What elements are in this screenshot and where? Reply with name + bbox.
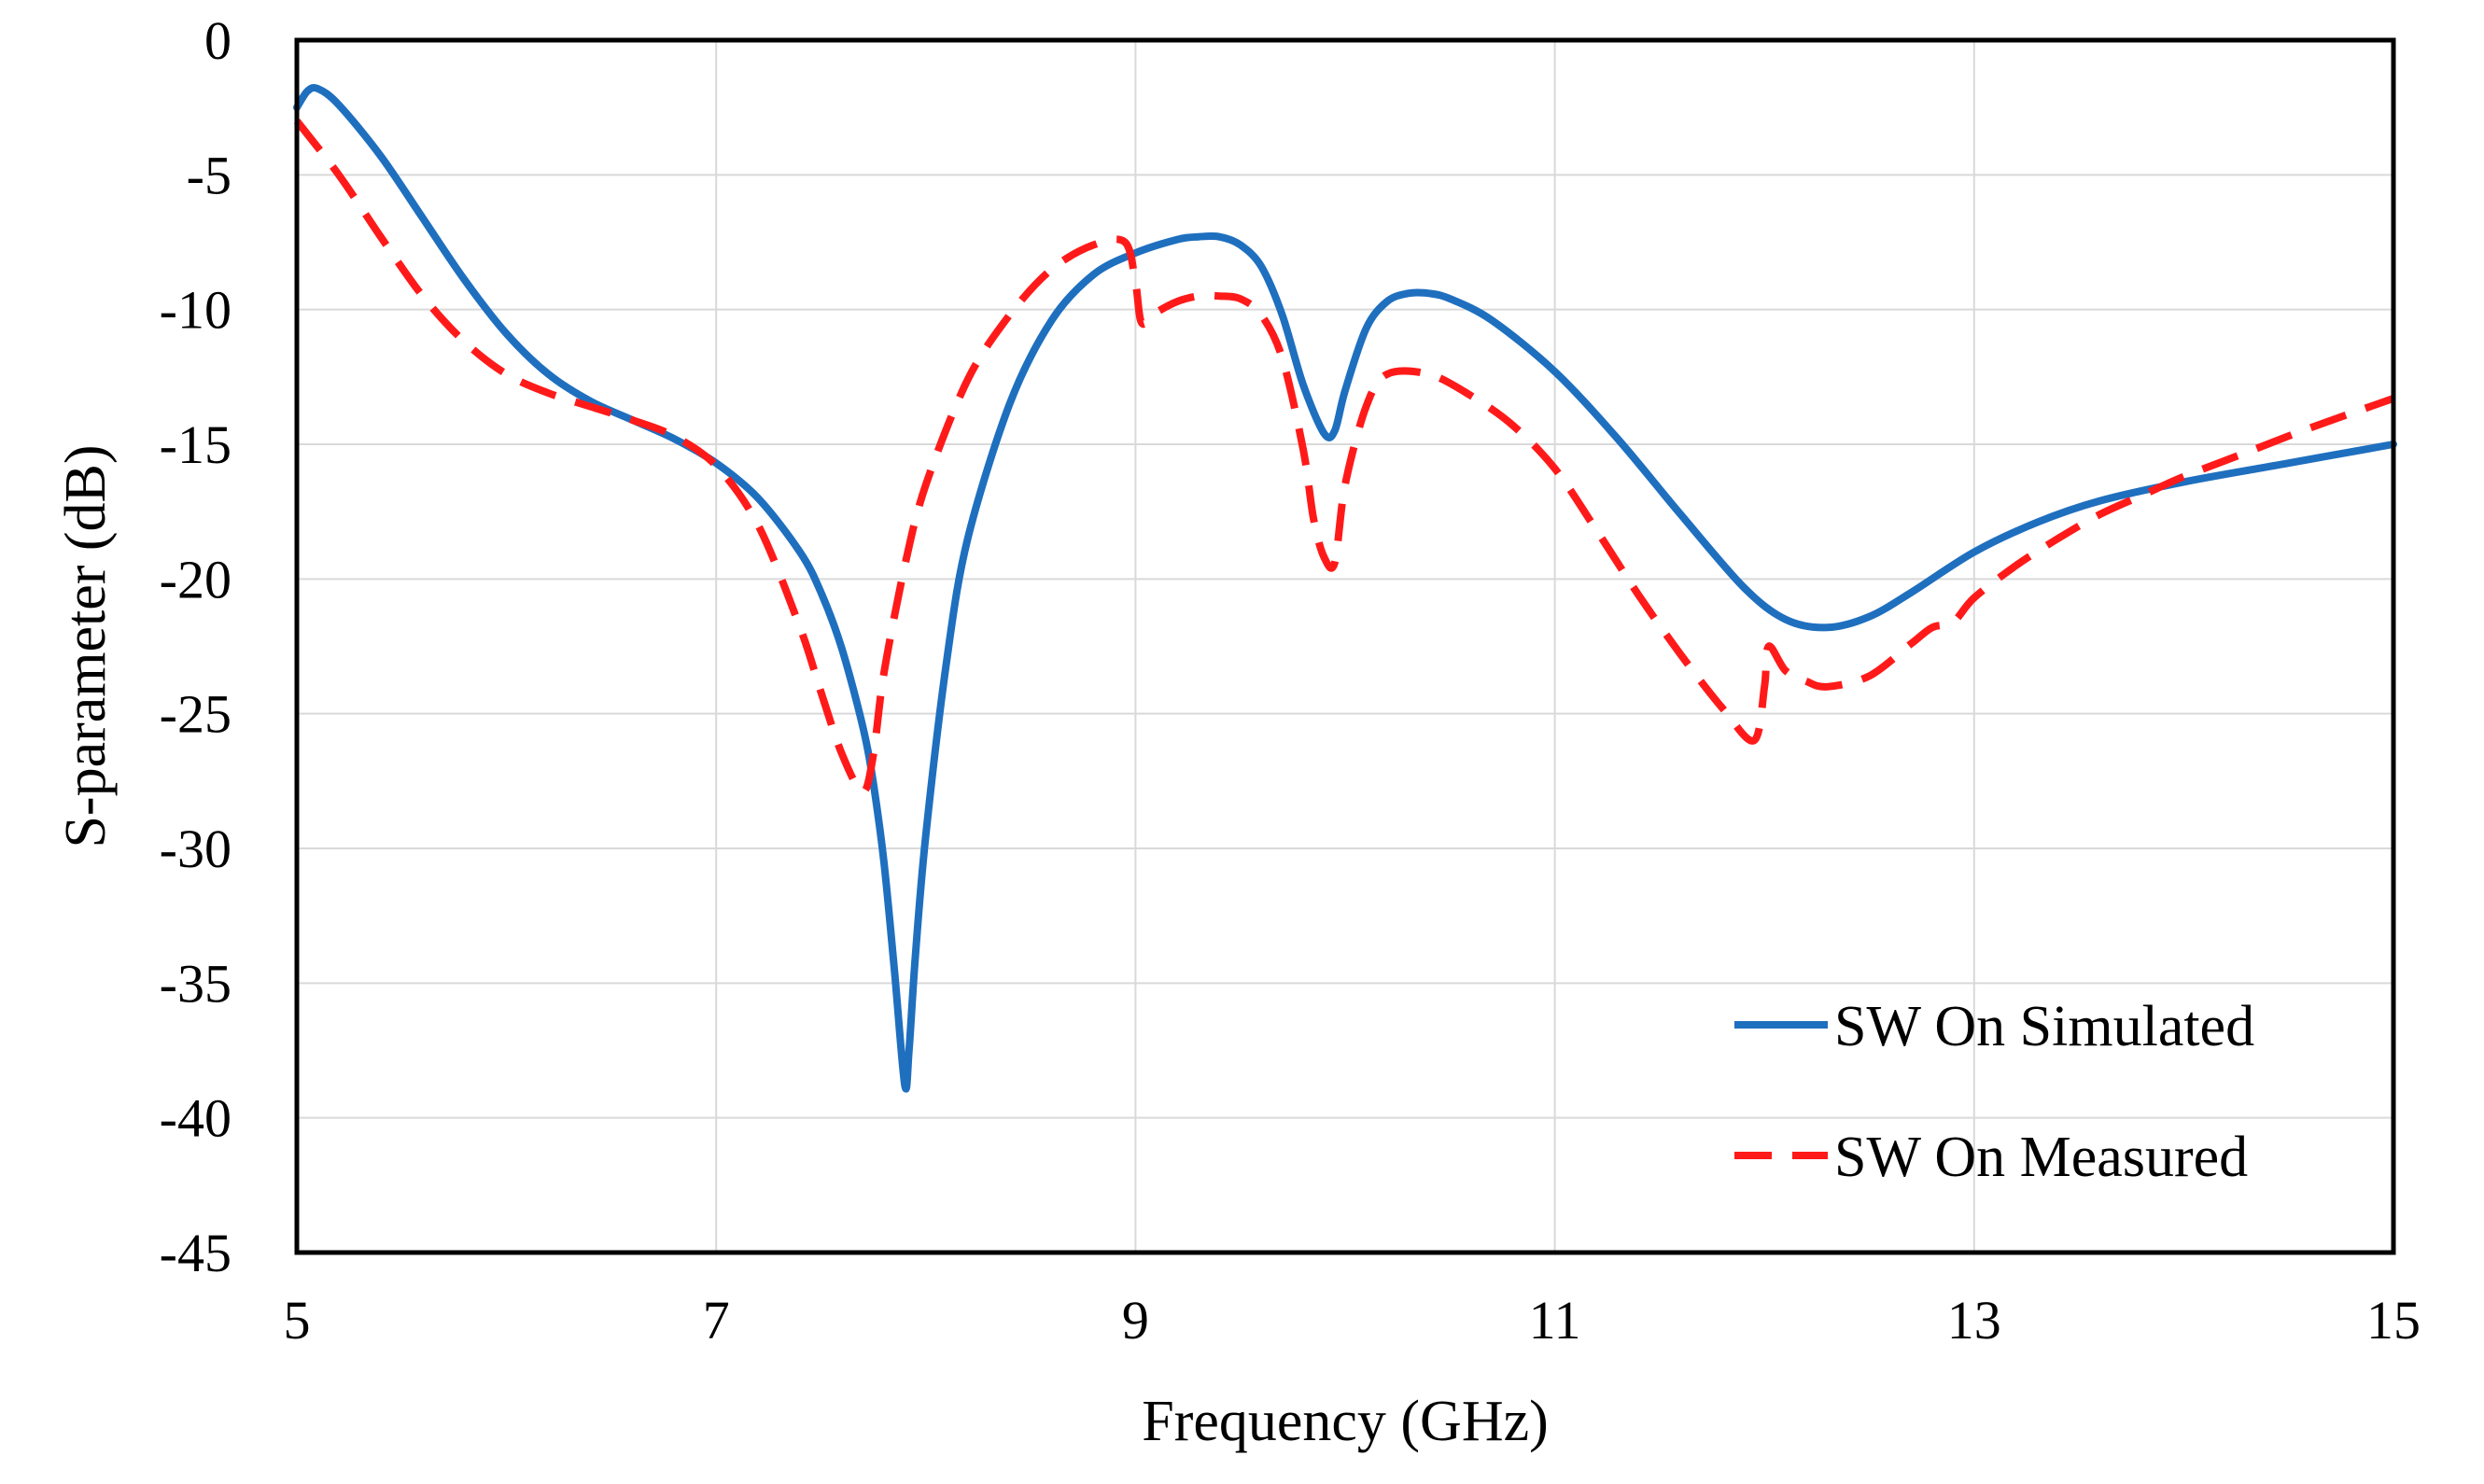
grid-lines [296,39,2394,1253]
y-tick-label: -25 [160,684,232,745]
series-lines [293,84,2397,1093]
legend-label-measured: SW On Measured [1834,1126,2248,1189]
y-tick-label: -20 [160,549,232,609]
x-tick-label: 5 [284,1290,311,1351]
y-tick-label: 0 [204,10,232,71]
x-tick-label: 7 [703,1290,730,1351]
x-tick-label: 13 [1947,1290,2001,1351]
y-tick-label: -45 [160,1223,232,1283]
series-line-simulated [293,84,2397,1093]
y-tick-label: -40 [160,1088,232,1149]
x-tick-label: 11 [1529,1290,1581,1351]
y-tick-label: -10 [160,280,232,341]
plot-area-frame [294,37,2396,1255]
y-tick-label: -30 [160,819,232,879]
x-tick-label: 15 [2366,1290,2421,1351]
y-axis-title: S-parameter (dB) [54,444,118,847]
x-axis-title: Frequency (GHz) [1142,1390,1549,1453]
legend: SW On Simulated SW On Measured [1734,995,2254,1189]
series-line-measured [293,119,2395,796]
x-tick-label: 9 [1122,1290,1149,1351]
tick-labels: 5 7 9 11 13 15 0 -5 -10 -15 -20 -25 -30 -35 -40 -45 [160,10,2421,1351]
legend-label-simulated: SW On Simulated [1834,995,2254,1058]
y-tick-label: -35 [160,953,232,1014]
y-tick-label: -15 [160,414,232,475]
y-tick-label: -5 [187,145,232,205]
